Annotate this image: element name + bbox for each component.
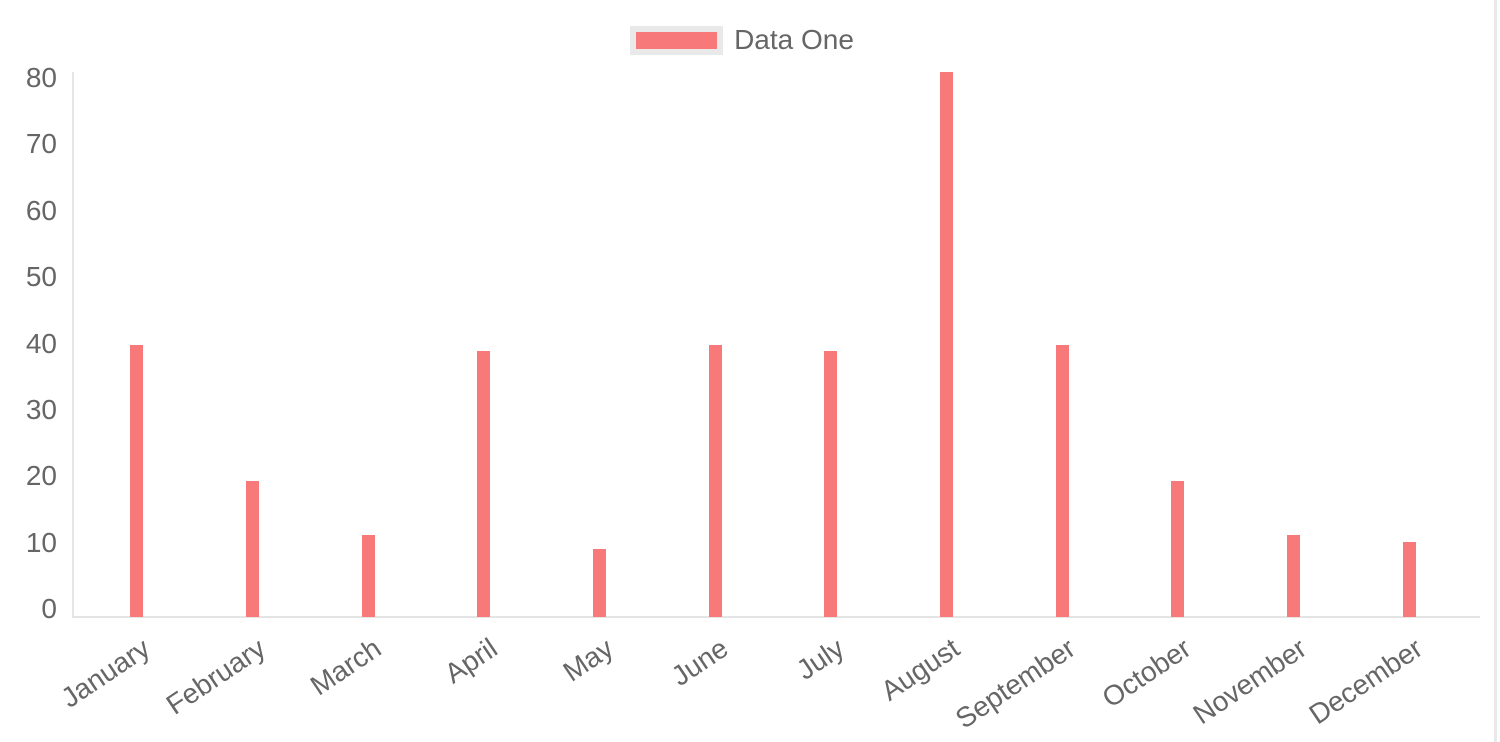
x-axis-label-january: January [55,632,156,714]
y-axis-tick-label: 60 [25,194,57,226]
x-axis-label-july: July [791,632,850,686]
bar-july[interactable] [824,351,838,617]
y-axis-tick-label: 10 [25,526,57,558]
x-axis-label-may: May [557,632,619,688]
x-axis-label-october: October [1096,632,1197,714]
x-axis-line [72,616,1480,618]
page-right-border [1494,0,1497,742]
bar-november[interactable] [1287,535,1301,617]
legend-item-data-one[interactable]: Data One [0,25,1484,55]
y-axis-tick-label: 20 [25,460,57,492]
bar-march[interactable] [361,535,375,617]
bar-june[interactable] [708,344,722,617]
x-axis-label-march: March [305,632,387,702]
y-axis-tick-label: 70 [25,128,57,160]
y-axis-tick-label: 50 [25,261,57,293]
bar-august[interactable] [940,72,954,617]
bar-may[interactable] [593,548,606,617]
legend-label: Data One [734,24,854,55]
x-axis-label-september: September [950,632,1081,735]
bar-april[interactable] [477,351,491,617]
bar-october[interactable] [1171,480,1185,617]
x-axis-label-december: December [1303,632,1428,731]
legend-swatch-icon [630,25,724,55]
x-axis-label-february: February [161,632,272,721]
bar-december[interactable] [1402,542,1416,617]
x-axis-label-november: November [1187,632,1313,731]
bar-january[interactable] [130,344,144,617]
y-axis-tick-label: 40 [25,327,57,359]
bar-september[interactable] [1055,344,1069,617]
x-axis-label-june: June [666,632,734,692]
y-axis-tick-label: 30 [25,393,57,425]
y-axis-line [72,72,74,618]
bar-february[interactable] [246,480,259,617]
x-axis-label-april: April [438,632,503,690]
y-axis-tick-label: 0 [41,593,57,624]
x-axis-label-august: August [875,632,966,707]
y-axis-tick-label: 80 [25,62,57,93]
